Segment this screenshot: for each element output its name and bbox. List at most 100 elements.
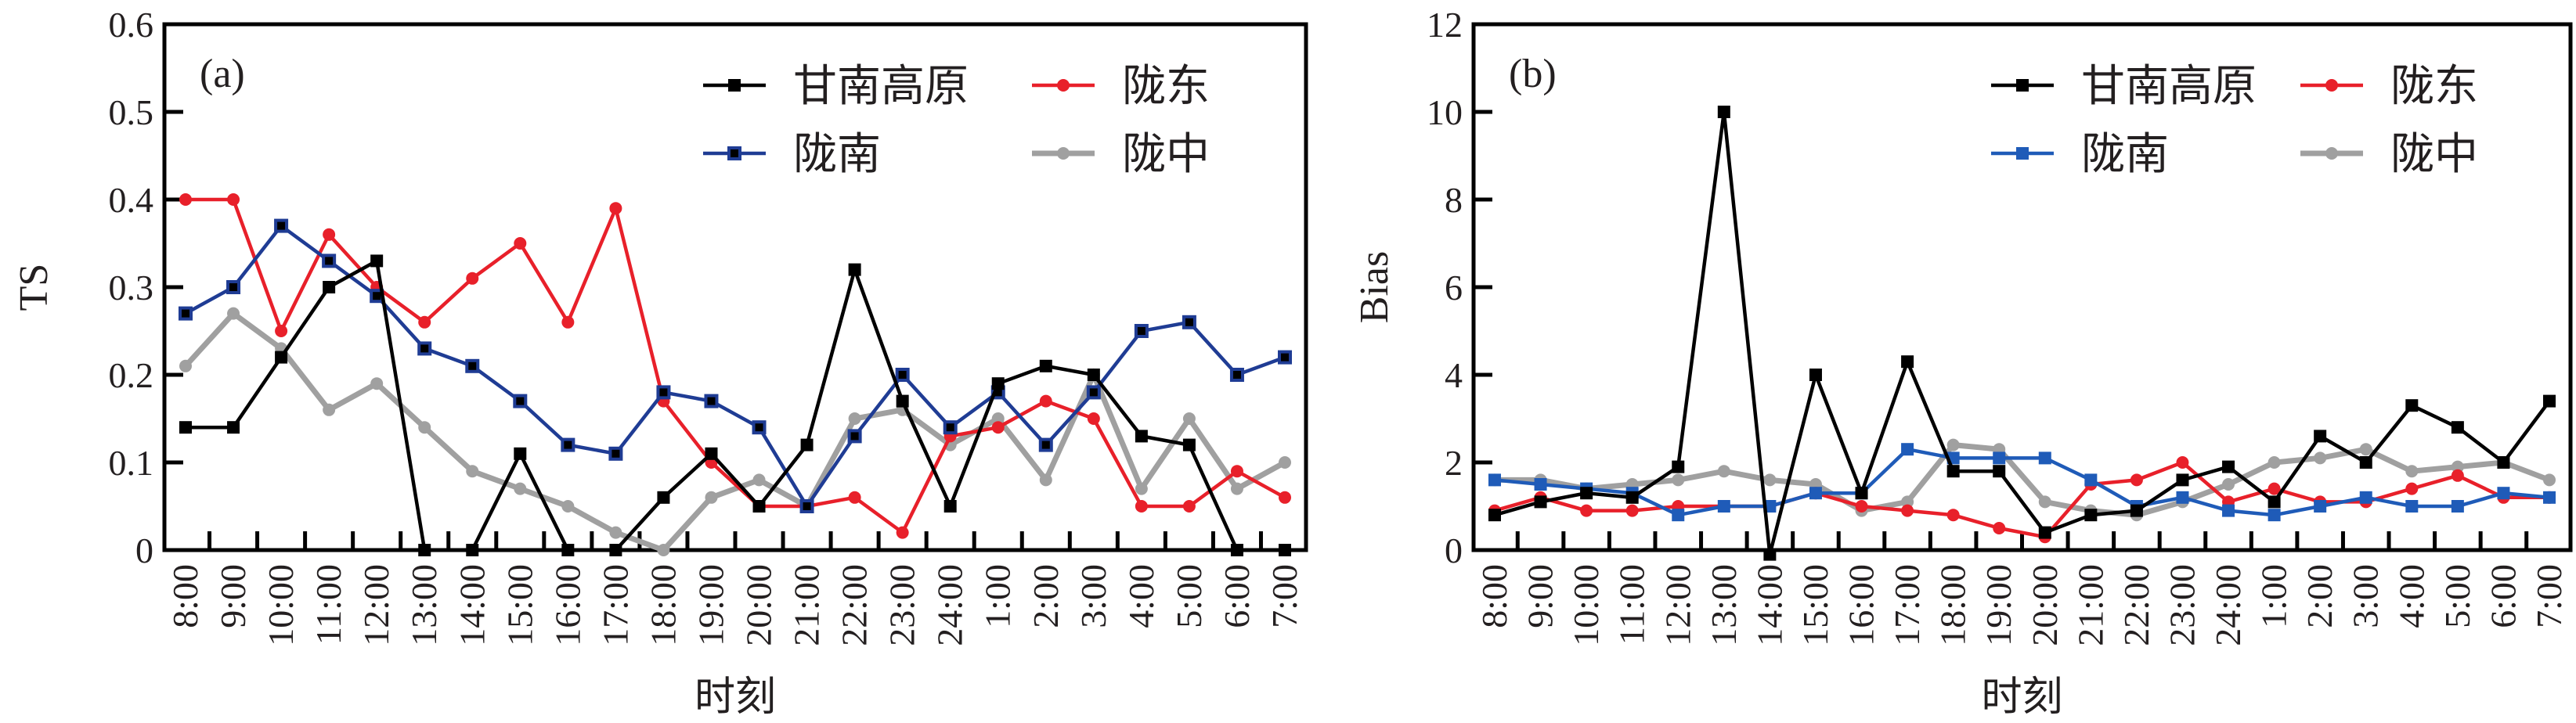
- data-point: [2176, 456, 2189, 469]
- data-point: [323, 403, 336, 416]
- data-point: [418, 315, 431, 329]
- data-point: [895, 368, 910, 382]
- data-point: [752, 420, 767, 435]
- legend-label: 陇中: [1122, 131, 1210, 179]
- data-point: [2314, 430, 2327, 443]
- data-point: [1672, 509, 1685, 522]
- data-point: [1278, 350, 1292, 365]
- x-tick-label: 20:00: [2025, 564, 2065, 646]
- data-point: [226, 280, 241, 294]
- x-tick-label: 22:00: [835, 564, 875, 646]
- y-tick-label: 6: [1445, 268, 1463, 308]
- data-point: [2314, 451, 2327, 465]
- data-point: [2016, 147, 2029, 160]
- chart-panel-a: 0 0.1 0.2 0.3 0.4 0.5 0.6 8:00 9:00 10:00 11:00 12:…: [12, 5, 1308, 720]
- data-point: [1717, 106, 1730, 118]
- data-point: [609, 544, 622, 556]
- data-point: [2359, 491, 2372, 504]
- x-tick-label: 3:00: [2346, 564, 2386, 628]
- x-tick-label: 19:00: [1979, 564, 2019, 646]
- data-point: [514, 482, 527, 495]
- legend-item: 陇东: [1032, 63, 1210, 111]
- data-point: [465, 358, 480, 373]
- series-line: [1494, 447, 2550, 517]
- data-point: [848, 412, 861, 425]
- series-line: [1494, 111, 2551, 556]
- x-tick-label: 10:00: [1566, 564, 1606, 646]
- data-point: [1279, 491, 1291, 504]
- data-point: [1625, 491, 1639, 504]
- data-point: [1057, 147, 1070, 160]
- data-point: [848, 263, 861, 276]
- data-point: [2038, 495, 2051, 509]
- y-tick-label: 0.4: [109, 180, 154, 220]
- data-point: [800, 438, 814, 451]
- data-point: [179, 306, 193, 321]
- y-tick-label: 0: [135, 531, 153, 570]
- data-point: [1182, 500, 1196, 513]
- x-tick-label: 22:00: [2116, 564, 2156, 646]
- data-point: [1901, 495, 1914, 509]
- legend-item: 陇南: [1991, 131, 2169, 179]
- legend-label: 陇东: [2390, 63, 2478, 111]
- x-tick-label: 1:00: [2254, 564, 2294, 628]
- data-point: [2543, 473, 2556, 487]
- legend-item: 甘南高原: [1991, 63, 2257, 111]
- data-point: [227, 193, 240, 206]
- panel-label: (a): [200, 52, 245, 96]
- data-point: [275, 325, 288, 337]
- data-point: [1087, 412, 1100, 425]
- y-tick-label: 10: [1427, 92, 1463, 132]
- data-point: [1993, 451, 2006, 465]
- x-tick-label: 20:00: [739, 564, 779, 646]
- data-point: [2222, 460, 2235, 473]
- data-point: [847, 429, 862, 444]
- y-tick-label: 0.6: [109, 5, 154, 45]
- data-point: [2130, 473, 2143, 487]
- data-point: [1672, 460, 1685, 473]
- x-tick-label: 11:00: [1612, 564, 1652, 645]
- data-point: [2497, 487, 2510, 500]
- x-tick-label: 18:00: [643, 564, 683, 646]
- y-tick-label: 2: [1445, 443, 1463, 483]
- data-point: [609, 526, 622, 539]
- data-point: [1182, 438, 1196, 451]
- y-tick-label: 0.1: [109, 443, 154, 483]
- series-3: [179, 307, 1291, 556]
- data-point: [1230, 482, 1243, 495]
- data-point: [848, 491, 861, 504]
- x-tick-label: 14:00: [452, 564, 492, 646]
- series-line: [183, 309, 1286, 554]
- data-point: [2405, 500, 2419, 513]
- data-point: [1086, 385, 1101, 400]
- data-point: [1135, 500, 1148, 513]
- x-tick-label: 19:00: [691, 564, 731, 646]
- data-point: [1057, 79, 1070, 92]
- legend-label: 陇南: [2081, 131, 2169, 179]
- x-tick-label: 18:00: [1933, 564, 1973, 646]
- data-point: [2176, 473, 2189, 487]
- data-point: [1946, 465, 1960, 478]
- data-point: [1039, 394, 1052, 408]
- y-tick-label: 0.2: [109, 355, 154, 395]
- data-point: [2176, 491, 2189, 504]
- data-point: [2268, 495, 2281, 509]
- data-point: [2325, 79, 2338, 92]
- data-point: [1134, 324, 1149, 338]
- x-tick-label: 14:00: [1749, 564, 1789, 646]
- data-point: [1279, 456, 1291, 469]
- data-point: [657, 491, 670, 504]
- data-point: [2084, 509, 2098, 522]
- series-line: [186, 257, 1285, 552]
- x-tick-label: 17:00: [595, 564, 635, 646]
- data-point: [2543, 394, 2556, 408]
- data-point: [1534, 478, 1547, 491]
- data-point: [513, 394, 528, 408]
- data-point: [1717, 465, 1730, 478]
- x-tick-label: 8:00: [165, 564, 205, 628]
- data-point: [370, 254, 384, 268]
- x-axis-label: 时刻: [1981, 675, 2062, 720]
- data-point: [1135, 482, 1148, 495]
- data-point: [991, 412, 1005, 425]
